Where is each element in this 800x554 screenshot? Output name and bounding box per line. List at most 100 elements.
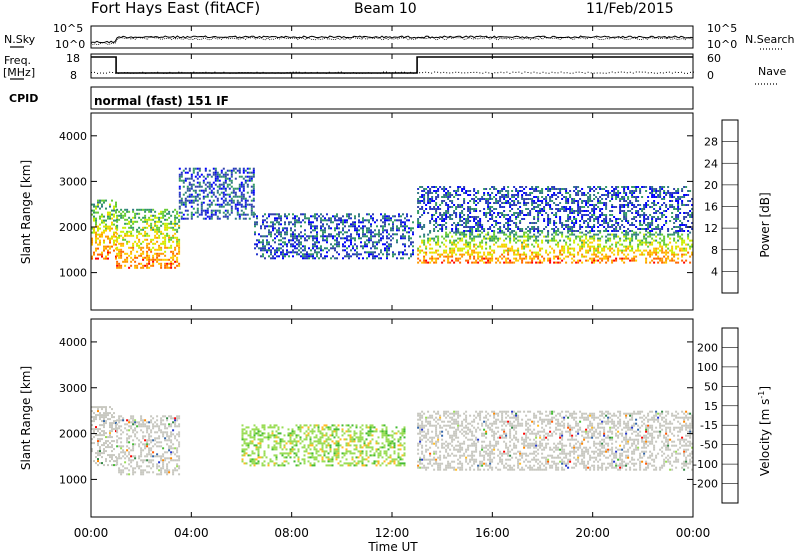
power-cell [264, 247, 266, 250]
power-cell [519, 257, 522, 260]
power-cell [156, 256, 159, 259]
power-cell [252, 173, 255, 176]
power-cell [541, 196, 544, 198]
power-cell [469, 245, 472, 248]
power-cell [687, 235, 690, 238]
velocity-cell [174, 467, 177, 470]
power-cell [477, 228, 480, 230]
power-cell [623, 218, 626, 220]
power-cell [547, 257, 550, 260]
velocity-cell [148, 471, 151, 474]
power-cell [527, 239, 530, 242]
power-cell [553, 222, 556, 224]
power-cell [589, 200, 592, 202]
power-cell [687, 190, 690, 192]
power-cell [294, 233, 296, 236]
velocity-cell [105, 408, 107, 411]
power-cell [529, 255, 532, 258]
velocity-cell [97, 428, 99, 431]
power-cell [310, 215, 312, 218]
power-cell [118, 266, 121, 269]
power-cell [264, 245, 266, 248]
power-cell [507, 194, 510, 196]
power-cell [425, 245, 428, 248]
velocity-cell [253, 452, 256, 455]
velocity-cell [124, 423, 127, 426]
power-cell [95, 219, 97, 222]
power-cell [122, 244, 125, 247]
power-cell [278, 227, 280, 230]
noise-right-tick-bottom: 10^0 [707, 38, 737, 51]
power-cell [557, 257, 560, 260]
power-cell [653, 196, 656, 198]
power-cell [557, 241, 560, 244]
power-cell [356, 255, 358, 258]
power-cell [681, 224, 684, 226]
power-cell [465, 259, 468, 262]
power-cell [268, 247, 270, 250]
velocity-cell [136, 425, 139, 428]
velocity-cell [162, 419, 165, 422]
power-cell [621, 196, 624, 198]
power-cell [485, 257, 488, 260]
power-cell [435, 186, 438, 188]
velocity-cell [128, 451, 131, 454]
velocity-cell [253, 428, 256, 431]
velocity-cell [150, 447, 153, 450]
power-cell [441, 241, 444, 244]
power-cell [148, 216, 151, 219]
power-cell [643, 228, 646, 230]
power-cell [445, 196, 448, 198]
power-cell [103, 231, 105, 234]
power-cell [103, 215, 105, 218]
power-cell [577, 208, 580, 210]
power-cell [256, 215, 258, 218]
power-cell [431, 214, 434, 216]
power-cell [623, 239, 626, 242]
power-cell [615, 245, 618, 248]
power-cell [573, 230, 576, 232]
power-cell [423, 210, 426, 212]
velocity-cell [160, 441, 163, 444]
velocity-cell [170, 415, 173, 418]
power-cell [521, 228, 524, 230]
power-cell [358, 229, 360, 232]
power-cell [461, 255, 464, 258]
velocity-cell [247, 442, 250, 445]
power-cell [579, 249, 582, 252]
power-cell [356, 253, 358, 256]
power-cell [573, 222, 576, 224]
power-cell [475, 200, 478, 202]
power-cell [691, 208, 694, 210]
power-cell [499, 245, 502, 248]
velocity-cell [148, 425, 151, 428]
power-cell [537, 198, 540, 200]
power-cell [621, 220, 624, 222]
power-cell [501, 188, 504, 190]
power-cell [651, 194, 654, 196]
power-cell [567, 237, 570, 240]
power-cell [234, 167, 237, 170]
power-cell [655, 196, 658, 198]
power-cell [308, 219, 310, 222]
power-cell [252, 205, 255, 208]
power-cell [408, 239, 410, 242]
power-cell [461, 188, 464, 190]
power-cell [617, 192, 620, 194]
power-cell [613, 235, 616, 238]
power-cell [136, 220, 139, 223]
power-cell [469, 190, 472, 192]
velocity-cell [120, 441, 123, 444]
power-cell [563, 239, 566, 242]
power-cell [449, 261, 452, 264]
power-cell [485, 255, 488, 258]
power-cell [324, 239, 326, 242]
power-cell [402, 221, 404, 224]
power-cell [208, 185, 211, 188]
power-cell [212, 193, 215, 196]
velocity-cell [103, 414, 105, 417]
power-cell [687, 200, 690, 202]
power-cell [128, 246, 131, 249]
power-cell [595, 253, 598, 256]
power-cell [645, 218, 648, 220]
